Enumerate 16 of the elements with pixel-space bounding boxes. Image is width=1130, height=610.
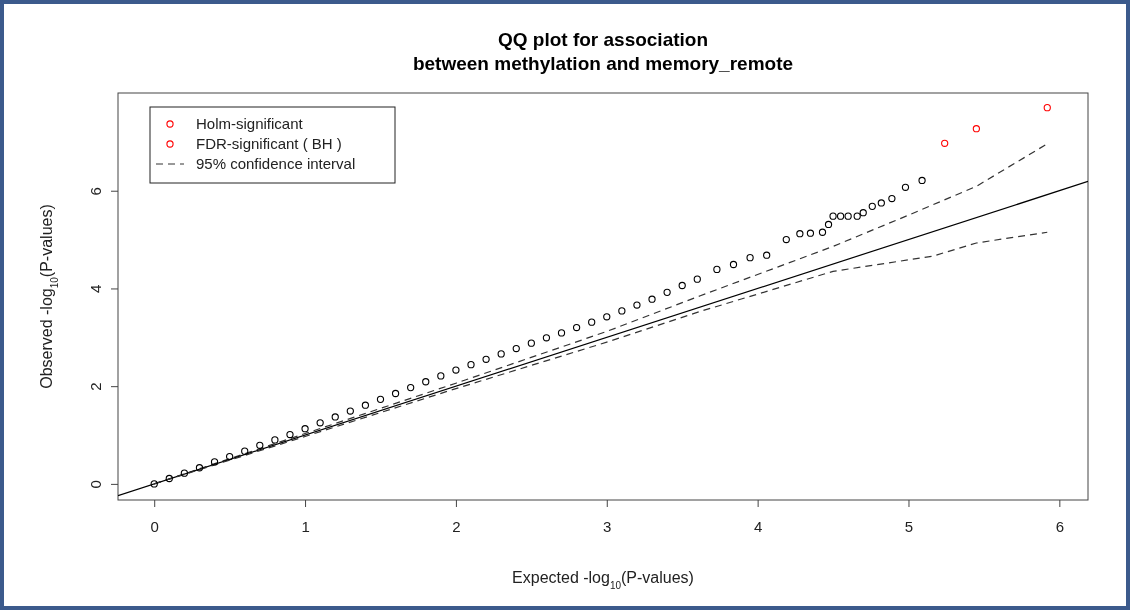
x-tick-label: 5 xyxy=(904,517,914,535)
y-tick-label: 0 xyxy=(87,480,105,489)
x-tick-label: 6 xyxy=(1055,517,1065,535)
chart-title: QQ plot for association between methylation and memory_remote xyxy=(412,29,794,74)
legend-label: Holm-significant xyxy=(196,115,304,133)
x-tick-label: 0 xyxy=(150,517,159,535)
y-tick-label: 6 xyxy=(87,187,105,196)
legend-label: 95% confidence interval xyxy=(196,155,356,173)
x-tick-label: 1 xyxy=(301,517,310,535)
y-tick-label: 4 xyxy=(87,284,105,294)
y-tick-label: 2 xyxy=(87,382,105,391)
x-tick-label: 4 xyxy=(753,517,763,535)
legend-label: FDR-significant ( BH ) xyxy=(196,135,342,153)
x-tick-label: 3 xyxy=(603,517,612,535)
x-tick-label: 2 xyxy=(452,517,461,535)
x-axis-title: Expected -log$_{10}$(P-values) xyxy=(512,569,694,591)
